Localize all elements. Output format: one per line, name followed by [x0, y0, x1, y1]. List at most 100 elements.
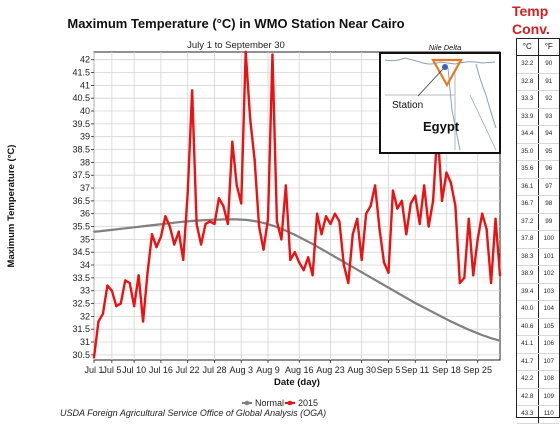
conversion-title-line2: Conv. — [512, 21, 550, 37]
fahrenheit-value: 92 — [545, 95, 553, 102]
x-tick-label: Jul 1 — [84, 365, 103, 375]
series-2015-point — [231, 140, 234, 144]
conversion-row: 36.7 98 — [517, 196, 559, 214]
conversion-row: 34.4 94 — [517, 126, 559, 144]
legend-normal-marker — [244, 400, 250, 406]
legend: Normal 2015 — [242, 398, 318, 408]
x-tick-label: Sep 25 — [463, 365, 492, 375]
conversion-row: 39.4 103 — [517, 283, 559, 301]
normal-series-point — [351, 266, 354, 269]
series-2015-point — [364, 212, 368, 215]
y-tick-label: 37 — [80, 183, 90, 193]
normal-series-point — [137, 225, 140, 228]
x-tick-label: Jul 22 — [176, 365, 200, 375]
temperature-chart: Maximum Temperature (°C) in WMO Station … — [6, 16, 502, 418]
x-tick-label: Jul 10 — [122, 365, 146, 375]
celsius-value: 41.1 — [517, 336, 539, 353]
y-tick-label: 38 — [80, 157, 90, 167]
series-2015-point — [338, 220, 341, 223]
fahrenheit-value: 103 — [543, 287, 554, 295]
conversion-row: 42.8 109 — [517, 388, 559, 406]
series-2015-point — [467, 217, 470, 221]
normal-series-point — [338, 258, 341, 261]
celsius-value: 38.3 — [517, 248, 539, 265]
normal-series-point — [311, 242, 314, 245]
conversion-row: 41.1 106 — [517, 336, 559, 354]
normal-series-point — [472, 330, 475, 333]
normal-series-point — [142, 225, 145, 228]
series-2015-point — [168, 225, 172, 228]
series-2015-point — [360, 258, 363, 262]
series-2015-point — [458, 281, 462, 285]
celsius-value: 32.2 — [517, 56, 539, 73]
fahrenheit-value: 94 — [545, 130, 553, 137]
normal-series-point — [293, 233, 296, 236]
inset-map-frame — [379, 52, 501, 154]
series-layer — [92, 50, 502, 359]
y-tick-label: 40.5 — [72, 93, 90, 103]
normal-series-point — [365, 273, 368, 276]
normal-series-point — [490, 337, 493, 340]
normal-series-point — [467, 328, 470, 331]
series-2015-point — [97, 320, 100, 323]
series-2015-point — [275, 220, 279, 223]
series-2015-point — [409, 202, 412, 205]
celsius-value: 43.3 — [517, 406, 539, 423]
series-2015-point — [378, 227, 381, 231]
series-2015-point — [298, 261, 301, 264]
fahrenheit-value: 109 — [543, 392, 554, 400]
y-axis-ticks: 30.5 31 31.5 32 32.5 33 33.5 34 34.5 35 35.5 36 36.5… — [72, 55, 94, 360]
celsius-value: 36.7 — [517, 196, 539, 213]
conversion-row: 35.0 95 — [517, 143, 559, 161]
normal-series-point — [409, 299, 412, 302]
y-tick-label: 31.5 — [72, 324, 90, 334]
normal-series-point — [146, 224, 149, 227]
series-2015-point — [141, 320, 145, 323]
celsius-value: 41.7 — [517, 353, 539, 370]
series-2015-point — [306, 256, 310, 259]
normal-series-point — [204, 219, 207, 222]
conversion-row: 40.6 105 — [517, 318, 559, 336]
y-tick-label: 37.5 — [72, 170, 90, 180]
egypt-label: Egypt — [423, 119, 460, 134]
series-2015-point — [472, 274, 475, 277]
y-axis-label: Maximum Temperature (°C) — [6, 145, 17, 268]
fahrenheit-value: 101 — [543, 252, 554, 260]
y-tick-label: 33 — [80, 286, 90, 296]
series-2015-point — [320, 233, 323, 236]
chart-subtitle: July 1 to September 30 — [187, 40, 285, 51]
series-2015-point — [449, 181, 453, 185]
normal-series-point — [110, 228, 113, 231]
normal-series-point — [325, 250, 327, 253]
conversion-table: °C °F 32.2 90 32.8 91 33.3 92 33.9 93 34.4 94 35.0… — [516, 38, 560, 424]
series-2015-point — [208, 220, 212, 223]
series-2015-point — [498, 274, 502, 277]
chart-panel: Maximum Temperature (°C) in WMO Station … — [6, 16, 502, 418]
normal-series-point — [481, 334, 484, 337]
normal-series-point — [400, 294, 403, 297]
celsius-value: 38.9 — [517, 266, 539, 283]
x-tick-label: Jul 28 — [202, 365, 226, 375]
fahrenheit-value: 100 — [543, 235, 554, 242]
normal-series-point — [499, 339, 501, 342]
conversion-row: 38.9 102 — [517, 266, 559, 284]
celsius-value: 40.0 — [517, 301, 539, 318]
x-tick-label: Sep 11 — [401, 365, 429, 375]
y-tick-label: 34.5 — [72, 247, 90, 257]
chart-title: Maximum Temperature (°C) in WMO Station … — [67, 16, 404, 31]
normal-series-point — [133, 226, 136, 229]
series-2015-point — [445, 171, 448, 174]
x-axis-label: Date (day) — [274, 377, 320, 388]
normal-series-point — [155, 223, 158, 226]
normal-series-point — [494, 338, 497, 341]
conversion-row: 42.2 108 — [517, 371, 559, 389]
normal-series-point — [235, 218, 238, 221]
normal-series-point — [436, 313, 439, 316]
y-tick-label: 35 — [80, 234, 90, 244]
series-2015-point — [195, 222, 198, 226]
normal-series-point — [240, 218, 243, 221]
normal-series-point — [423, 306, 426, 309]
series-2015-point — [146, 271, 149, 274]
series-2015-point — [369, 204, 372, 208]
series-2015-point — [311, 274, 314, 277]
